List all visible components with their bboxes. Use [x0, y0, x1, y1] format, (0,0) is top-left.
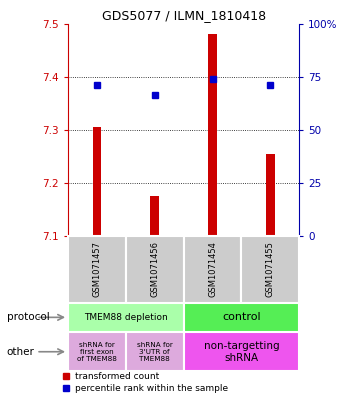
Bar: [68, 303, 184, 332]
Text: other: other: [7, 347, 35, 357]
Text: percentile rank within the sample: percentile rank within the sample: [75, 384, 228, 393]
Text: control: control: [222, 312, 261, 322]
Bar: [92, 127, 101, 236]
Text: GSM1071455: GSM1071455: [266, 241, 275, 297]
Text: non-targetting
shRNA: non-targetting shRNA: [204, 341, 279, 362]
Text: shRNA for
3'UTR of
TMEM88: shRNA for 3'UTR of TMEM88: [137, 342, 173, 362]
Bar: [208, 34, 217, 236]
Bar: [266, 154, 275, 236]
Bar: [150, 196, 159, 236]
Title: GDS5077 / ILMN_1810418: GDS5077 / ILMN_1810418: [102, 9, 266, 22]
Bar: [184, 236, 241, 303]
Bar: [126, 332, 184, 371]
Bar: [184, 332, 299, 371]
Text: protocol: protocol: [7, 312, 50, 322]
Text: transformed count: transformed count: [75, 372, 160, 381]
Bar: [184, 303, 299, 332]
Bar: [68, 332, 126, 371]
Bar: [68, 236, 126, 303]
Text: TMEM88 depletion: TMEM88 depletion: [84, 313, 168, 322]
Text: GSM1071457: GSM1071457: [92, 241, 101, 297]
Text: shRNA for
first exon
of TMEM88: shRNA for first exon of TMEM88: [77, 342, 117, 362]
Bar: [126, 236, 184, 303]
Bar: [241, 236, 299, 303]
Text: GSM1071454: GSM1071454: [208, 241, 217, 297]
Text: GSM1071456: GSM1071456: [150, 241, 159, 297]
